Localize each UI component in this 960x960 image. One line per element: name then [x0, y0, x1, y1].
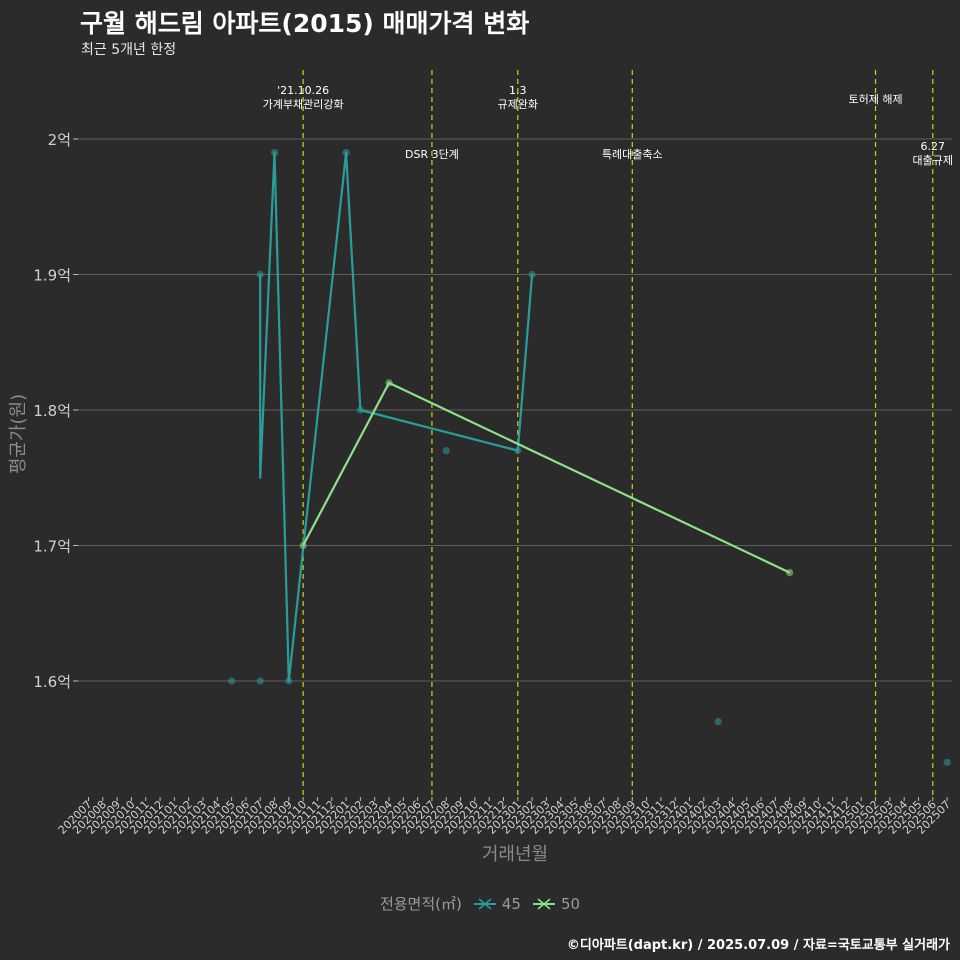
data-point-45	[528, 270, 536, 279]
data-point-45	[943, 758, 951, 766]
event-annotation: 6.27	[921, 140, 946, 153]
data-point-45	[256, 677, 264, 685]
x-axis-title: 거래년월	[482, 844, 548, 865]
data-point-45	[514, 447, 522, 455]
data-point-45	[270, 148, 279, 157]
y-axis-title: 평균가(원)	[8, 394, 29, 474]
event-annotation: '21.10.26	[277, 84, 329, 97]
legend-item-45: 45	[472, 895, 521, 913]
legend-item-50: 50	[531, 895, 580, 913]
series-line-45	[259, 151, 534, 683]
legend-key-50-icon	[532, 897, 555, 910]
chart-subtitle: 최근 5개년 한정	[81, 42, 177, 58]
data-point-45	[356, 406, 364, 414]
chart-title: 구월 해드림 아파트(2015) 매매가격 변화	[80, 9, 530, 38]
y-tick-label: 1.9억	[33, 267, 71, 285]
legend: 전용면적(㎡) 45 50	[0, 893, 960, 914]
event-annotation: 1.3	[509, 84, 527, 97]
event-annotation: 대출규제	[913, 154, 953, 167]
event-annotation: 토허제 해제	[848, 92, 902, 106]
data-point-45	[442, 447, 450, 455]
data-point-45	[285, 677, 293, 685]
data-point-45	[228, 677, 236, 685]
y-tick-label: 2억	[48, 131, 71, 149]
series-line-50	[302, 381, 791, 574]
data-point-50	[385, 379, 393, 387]
data-point-45	[342, 148, 350, 157]
data-point-45	[714, 718, 722, 726]
y-tick-label: 1.7억	[33, 538, 71, 556]
y-tick-label: 1.8억	[33, 402, 71, 420]
legend-title: 전용면적(㎡)	[379, 895, 462, 913]
legend-key-45-icon	[473, 897, 496, 910]
y-tick-label: 1.6억	[33, 673, 71, 691]
event-annotation: 가계부채관리강화	[263, 98, 344, 111]
legend-label-45: 45	[501, 894, 521, 913]
data-point-50	[786, 569, 794, 577]
event-annotation: 규제완화	[498, 98, 538, 111]
data-point-45	[256, 270, 264, 279]
data-point-50	[299, 541, 307, 550]
legend-label-50: 50	[560, 894, 581, 913]
event-annotation: 특례대출축소	[602, 148, 663, 161]
event-annotation: DSR 3단계	[405, 148, 459, 161]
chart-caption: ©디아파트(dapt.kr) / 2025.07.09 / 자료=국토교통부 실…	[566, 938, 950, 953]
